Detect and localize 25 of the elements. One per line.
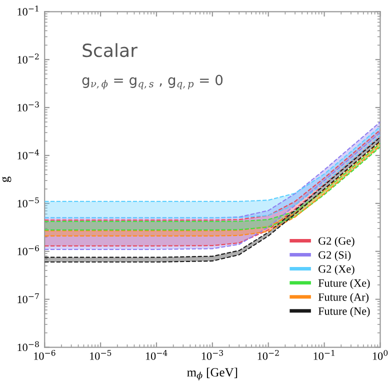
legend-label: G2 (Si) [318,250,351,261]
y-tick-label: 10$^{−8}$ [18,341,39,352]
y-axis-title: g [2,176,12,182]
y-tick-label: 10$^{−1}$ [18,6,38,16]
legend-label: Future (Ne) [318,307,370,318]
x-tick-label: 10$^{−2}$ [258,350,279,360]
x-tick-label: 10$^{−6}$ [34,350,56,360]
legend-label: G2 (Ge) [318,236,354,247]
annotation: g$_{ν,ϕ}$ = g$_{q,s}$ , g$_{q,p}$ = 0 [82,74,223,90]
y-tick-label: 10$^{−3}$ [18,102,39,112]
x-tick-label: 10$^{0}$ [372,350,388,360]
y-tick-label: 10$^{−6}$ [18,245,39,256]
annotation: Scalar [82,43,138,58]
x-tick-label: 10$^{−5}$ [90,350,112,360]
legend-label: G2 (Xe) [318,264,354,276]
y-tick-label: 10$^{−7}$ [18,293,39,304]
y-tick-label: 10$^{−2}$ [18,54,39,64]
x-tick-label: 10$^{−3}$ [202,350,224,360]
y-tick-label: 10$^{−5}$ [18,198,39,208]
x-tick-label: 10$^{−1}$ [314,350,334,360]
x-axis-title: m$_{ϕ}$ [GeV] [187,368,238,380]
legend-label: Future (Ar) [318,293,369,304]
y-tick-label: 10$^{−4}$ [18,149,40,160]
x-tick-label: 10$^{−4}$ [146,350,168,360]
legend-label: Future (Xe) [318,278,370,290]
